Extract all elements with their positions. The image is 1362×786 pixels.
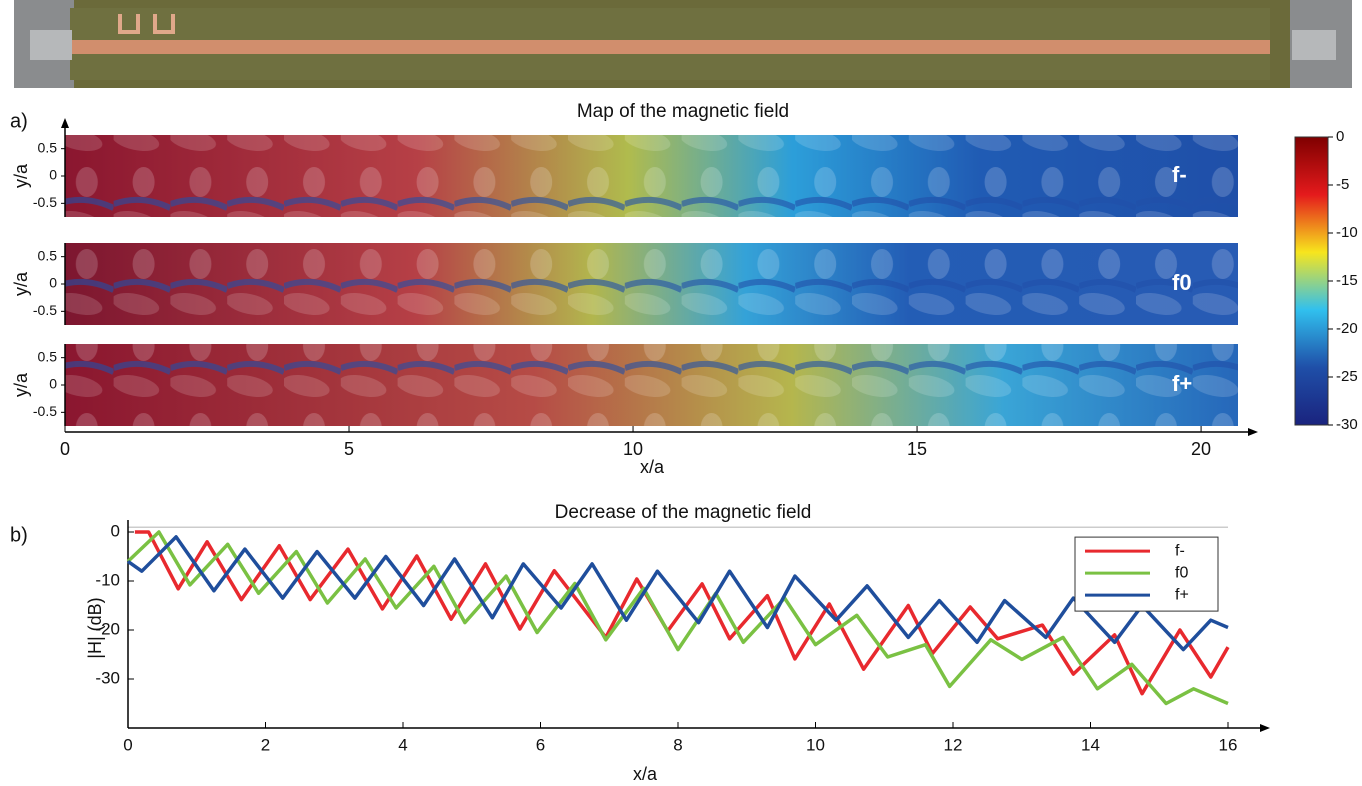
field-texture <box>65 243 1238 325</box>
axis-arrow <box>1260 724 1270 732</box>
y-tick-label: -0.5 <box>33 194 57 210</box>
x-tick-label: 20 <box>1191 439 1211 459</box>
x-axis-label: x/a <box>633 764 658 784</box>
y-tick-label: 0.5 <box>38 247 58 263</box>
chart-title: Map of the magnetic field <box>577 101 789 122</box>
y-tick-label: -30 <box>95 668 120 687</box>
colorbar-tick-label: -25 <box>1336 368 1358 385</box>
colorbar-tick-label: -15 <box>1336 272 1358 289</box>
x-tick-label: 6 <box>536 735 545 754</box>
colorbar <box>1294 136 1329 426</box>
x-tick-label: 5 <box>344 439 354 459</box>
chart-title: Decrease of the magnetic field <box>555 502 812 523</box>
x-axis-label: x/a <box>640 457 665 477</box>
y-tick-label: -0.5 <box>33 302 57 318</box>
x-tick-label: 10 <box>806 735 825 754</box>
panel-frequency: f- <box>1172 162 1187 187</box>
axis-arrow <box>61 118 69 128</box>
x-tick-label: 14 <box>1081 735 1100 754</box>
y-axis-label: |H| (dB) <box>85 597 105 658</box>
x-tick-label: 2 <box>261 735 270 754</box>
colorbar-tick-label: 0 <box>1336 128 1344 145</box>
x-tick-label: 10 <box>623 439 643 459</box>
y-tick-label: -20 <box>95 619 120 638</box>
y-tick-label: 0 <box>49 167 57 183</box>
y-tick-label: 0.5 <box>38 139 58 155</box>
panel-label: a) <box>10 110 28 132</box>
series-line <box>126 530 1229 706</box>
y-tick-label: -0.5 <box>33 403 57 419</box>
colorbar-tick-label: -30 <box>1336 416 1358 433</box>
colorbar-tick-label: -10 <box>1336 224 1358 241</box>
x-tick-label: 12 <box>944 735 963 754</box>
field-texture <box>65 135 1238 217</box>
colorbar-tick-label: -20 <box>1336 320 1358 337</box>
x-tick-label: 4 <box>398 735 407 754</box>
colorbar-tick-label: -5 <box>1336 176 1349 193</box>
y-tick-label: -10 <box>95 570 120 589</box>
legend-label: f+ <box>1175 586 1189 603</box>
y-tick-label: 0 <box>49 275 57 291</box>
x-tick-label: 8 <box>673 735 682 754</box>
panel-label: b) <box>10 524 28 546</box>
y-tick-label: 0.5 <box>38 348 58 364</box>
y-axis-label: y/a <box>11 163 31 188</box>
x-tick-label: 16 <box>1219 735 1238 754</box>
axis-arrow <box>1248 428 1258 436</box>
y-tick-label: 0 <box>49 376 57 392</box>
x-tick-label: 15 <box>907 439 927 459</box>
device-photo <box>14 0 1352 88</box>
x-tick-label: 0 <box>123 735 132 754</box>
legend-label: f0 <box>1175 564 1188 581</box>
panel-frequency: f0 <box>1172 270 1192 295</box>
panel-frequency: f+ <box>1172 371 1192 396</box>
y-axis-label: y/a <box>11 372 31 397</box>
legend-label: f- <box>1175 542 1185 559</box>
y-axis-label: y/a <box>11 271 31 296</box>
x-tick-label: 0 <box>60 439 70 459</box>
series-line <box>126 535 1229 652</box>
y-tick-label: 0 <box>111 521 120 540</box>
field-texture <box>65 344 1238 426</box>
